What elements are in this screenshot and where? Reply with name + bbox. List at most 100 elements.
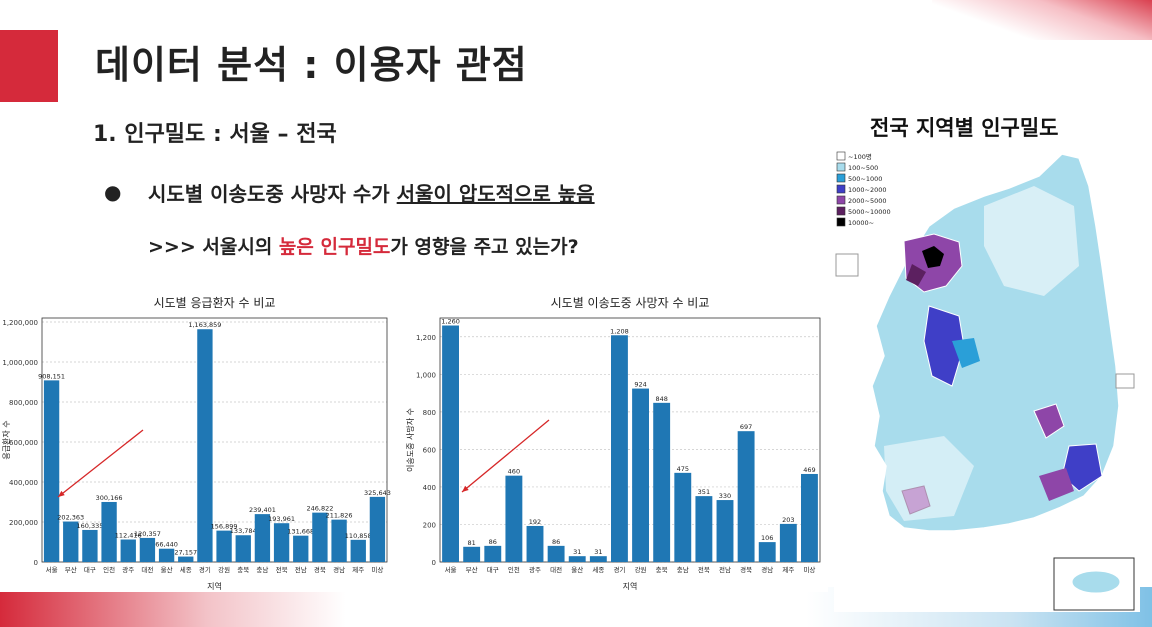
bar bbox=[589, 556, 607, 562]
bar bbox=[331, 519, 347, 562]
bar-value-label: 31 bbox=[594, 548, 602, 556]
bar-value-label: 325,643 bbox=[364, 489, 391, 497]
bar bbox=[779, 523, 797, 562]
bullet-text: 시도별 이송도중 사망자 수가 bbox=[148, 182, 397, 206]
x-tick-label: 전북 bbox=[698, 565, 710, 574]
x-tick-label: 울산 bbox=[571, 565, 583, 574]
bar-value-label: 300,166 bbox=[96, 494, 123, 502]
daejeon-area bbox=[952, 338, 980, 368]
bar-value-label: 211,826 bbox=[326, 512, 353, 520]
legend-swatch bbox=[836, 217, 846, 227]
x-tick-label: 강원 bbox=[635, 565, 647, 574]
metro-dark-area bbox=[906, 264, 926, 286]
bar bbox=[737, 431, 755, 562]
gangwon-white-area bbox=[984, 186, 1079, 296]
legend-swatch bbox=[836, 173, 846, 183]
annotation-arrowhead bbox=[58, 490, 65, 497]
bar bbox=[695, 496, 713, 562]
transport-deaths-bar-chart: 시도별 이송도중 사망자 수 비교 0 200 400 600 800 1,000 1,200… bbox=[405, 296, 821, 591]
bar bbox=[801, 473, 818, 562]
bar bbox=[293, 535, 309, 562]
legend-label: 10000~ bbox=[848, 219, 874, 227]
bar bbox=[63, 521, 79, 562]
bar-value-label: 156,899 bbox=[211, 523, 238, 531]
chart-transport-deaths: 시도별 이송도중 사망자 수 비교 0 200 400 600 800 1,000 1,200… bbox=[404, 292, 828, 592]
bar-value-label: 1,260 bbox=[441, 318, 460, 326]
bar bbox=[716, 500, 734, 562]
bar-value-label: 351 bbox=[698, 488, 710, 496]
bar bbox=[653, 402, 671, 562]
bar bbox=[547, 545, 565, 562]
x-tick-label: 충북 bbox=[656, 565, 668, 574]
title-accent-block bbox=[0, 30, 58, 102]
x-tick-label: 경북 bbox=[314, 565, 326, 574]
x-tick-label: 대전 bbox=[141, 565, 153, 574]
bar bbox=[197, 329, 213, 562]
y-tick-label: 800,000 bbox=[9, 399, 38, 407]
bar-value-label: 1,208 bbox=[610, 327, 629, 335]
bar-value-label: 202,363 bbox=[57, 514, 84, 522]
slide-title: 데이터 분석 : 이용자 관점 bbox=[95, 43, 528, 87]
question-prefix: >>> 서울시의 bbox=[148, 236, 279, 258]
map-legend: ~100명 100~500 500~1000 1000~2000 2000~5000 50… bbox=[836, 151, 891, 227]
bar-value-label: 133,784 bbox=[230, 527, 257, 535]
x-axis-label: 지역 bbox=[623, 581, 638, 591]
daegu-area bbox=[1033, 403, 1065, 439]
inset-islands bbox=[835, 253, 1135, 611]
legend-swatch bbox=[836, 195, 846, 205]
bar-value-label: 86 bbox=[552, 538, 560, 546]
bar bbox=[139, 537, 156, 562]
bar bbox=[463, 546, 481, 562]
bar-value-label: 86 bbox=[489, 538, 497, 546]
bar-value-label: 160,335 bbox=[76, 522, 103, 530]
x-tick-label: 광주 bbox=[122, 566, 134, 574]
y-tick-label: 1,200 bbox=[416, 334, 436, 342]
korea-mainland bbox=[871, 153, 1120, 532]
y-tick-label: 800 bbox=[423, 409, 436, 417]
y-axis-label: 이송도중 사망자 수 bbox=[405, 408, 415, 472]
question-suffix: 가 영향을 주고 있는가? bbox=[390, 236, 579, 258]
bar bbox=[43, 380, 60, 562]
jeju-island bbox=[1071, 570, 1121, 594]
bar bbox=[568, 556, 586, 562]
bar bbox=[505, 475, 523, 562]
bar-value-label: 924 bbox=[634, 381, 646, 389]
legend-label: 100~500 bbox=[848, 164, 878, 172]
annotation-arrow bbox=[57, 429, 144, 498]
x-tick-label: 세종 bbox=[180, 565, 192, 574]
chart-title: 시도별 응급환자 수 비교 bbox=[154, 296, 276, 310]
jeolla-white-area bbox=[884, 436, 974, 521]
map-title: 전국 지역별 인구밀도 bbox=[870, 116, 1059, 140]
bar-value-label: 475 bbox=[677, 465, 689, 473]
y-tick-label: 200,000 bbox=[9, 519, 38, 527]
x-tick-label: 서울 bbox=[445, 565, 457, 574]
x-axis-label: 지역 bbox=[207, 581, 222, 591]
x-tick-label: 강원 bbox=[218, 565, 230, 574]
bar-value-label: 469 bbox=[803, 466, 815, 474]
x-tick-label: 경기 bbox=[199, 565, 211, 574]
central-blue-area bbox=[923, 305, 965, 387]
bar bbox=[101, 501, 117, 562]
bar-value-label: 203 bbox=[782, 516, 794, 524]
bar-value-label: 460 bbox=[508, 468, 520, 476]
x-tick-label: 전북 bbox=[276, 565, 288, 574]
x-tick-label: 경북 bbox=[740, 565, 752, 574]
x-tick-label: 부산 bbox=[466, 565, 478, 574]
bar-value-label: 112,416 bbox=[115, 532, 142, 540]
bar bbox=[235, 535, 251, 562]
bar bbox=[120, 539, 136, 562]
bar-value-label: 106 bbox=[761, 534, 773, 542]
bar bbox=[82, 529, 98, 562]
bar-value-label: 193,961 bbox=[268, 515, 295, 523]
x-tick-label: 경남 bbox=[333, 565, 345, 574]
bar bbox=[611, 335, 628, 562]
x-tick-label: 인천 bbox=[508, 565, 520, 574]
bar-value-label: 908,151 bbox=[38, 372, 65, 380]
corner-decoration bbox=[932, 0, 1152, 40]
bar-value-label: 131,668 bbox=[287, 528, 314, 536]
bullet-icon: ● bbox=[104, 180, 122, 204]
x-tick-label: 미상 bbox=[803, 565, 815, 574]
annotation-arrow bbox=[461, 419, 550, 493]
y-axis-label: 응급환자 수 bbox=[1, 420, 11, 459]
legend-swatch bbox=[836, 206, 846, 216]
